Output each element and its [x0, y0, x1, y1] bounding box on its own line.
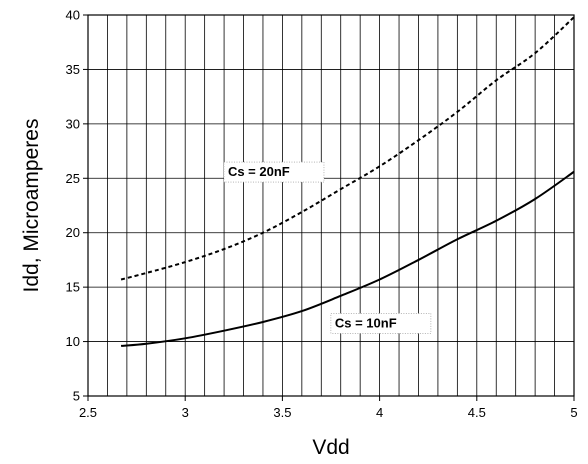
x-tick-label: 5	[570, 405, 577, 420]
series-annotation: Cs = 20nF	[223, 161, 325, 183]
y-tick-label: 5	[73, 389, 80, 404]
x-tick-label: 3.5	[273, 405, 291, 420]
y-tick-label: 20	[66, 225, 80, 240]
x-tick-label: 2.5	[79, 405, 97, 420]
annotation-box	[223, 161, 325, 183]
y-tick-label: 30	[66, 116, 80, 131]
minor-gridlines	[107, 15, 555, 396]
y-tick-label: 15	[66, 280, 80, 295]
series-line-2	[120, 170, 575, 347]
series-annotations: Cs = 20nF Cs = 10nF	[223, 161, 432, 334]
x-axis-title: Vdd	[312, 436, 349, 459]
series-line-1	[120, 16, 575, 281]
tick-labels: 5 10 15 20 25 30 35 40 2.5 3 3.5 4 4.5 5	[66, 8, 578, 421]
y-tick-label: 40	[66, 8, 80, 23]
x-tick-label: 4.5	[468, 405, 486, 420]
y-axis-title: Idd, Microamperes	[20, 119, 43, 293]
x-tick-label: 3	[182, 405, 189, 420]
y-tick-label: 25	[66, 171, 80, 186]
annotation-label: Cs = 10nF	[335, 315, 397, 330]
series-annotation: Cs = 10nF	[330, 313, 432, 334]
annotation-box	[330, 313, 432, 334]
annotation-label: Cs = 20nF	[228, 164, 290, 179]
y-tick-label: 10	[66, 334, 80, 349]
x-tick-label: 4	[376, 405, 383, 420]
major-gridlines	[88, 14, 574, 397]
series-layer	[120, 16, 575, 347]
plot-frame	[87, 14, 575, 397]
y-tick-label: 35	[66, 62, 80, 77]
